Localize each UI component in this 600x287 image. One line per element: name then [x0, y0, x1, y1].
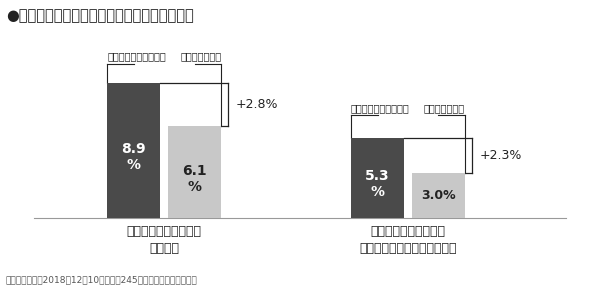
Text: インベスターリターン: インベスターリターン	[351, 103, 410, 113]
Text: （設定開始から2018年12月10日まで年245営業日として年率換算）: （設定開始から2018年12月10日まで年245営業日として年率換算）	[6, 275, 198, 284]
Text: 5.3
%: 5.3 %	[365, 169, 390, 199]
Bar	[351, 138, 404, 218]
Text: 基準価額騰落率: 基準価額騰落率	[424, 103, 465, 113]
Bar	[412, 172, 465, 218]
Text: ●インベスターリターンと基準価額騰落率の差: ●インベスターリターンと基準価額騰落率の差	[6, 9, 194, 24]
Text: 基準価額騰落率: 基準価額騰落率	[180, 51, 221, 61]
Text: セゾン・バンガード・
グローバルバランスファンド: セゾン・バンガード・ グローバルバランスファンド	[359, 225, 457, 255]
Text: 3.0%: 3.0%	[421, 189, 456, 202]
Text: 6.1
%: 6.1 %	[182, 164, 207, 194]
Bar	[107, 84, 160, 218]
Text: インベスターリターン: インベスターリターン	[107, 51, 166, 61]
Bar	[168, 126, 221, 218]
Text: セゾン資産形成の達人
ファンド: セゾン資産形成の達人 ファンド	[127, 225, 202, 255]
Text: 8.9
%: 8.9 %	[122, 142, 146, 172]
Text: +2.3%: +2.3%	[479, 149, 522, 162]
Text: +2.8%: +2.8%	[236, 98, 278, 111]
